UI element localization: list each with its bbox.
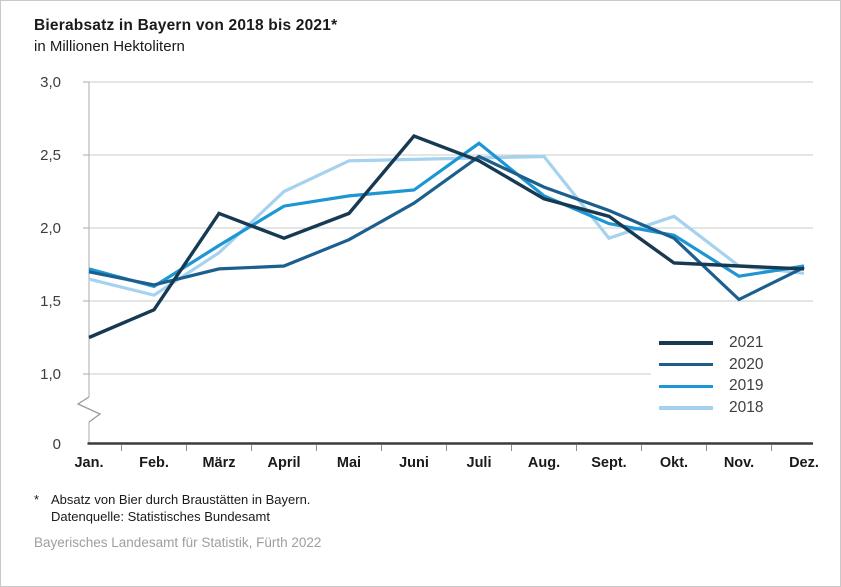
legend-label: 2019 (729, 377, 764, 395)
x-axis-label: Okt. (660, 455, 688, 471)
x-axis-label: Nov. (724, 455, 754, 471)
x-axis-label: Jan. (74, 455, 103, 471)
x-axis-label: Juli (467, 455, 492, 471)
x-axis-label: Juni (399, 455, 429, 471)
legend-item-2020: 2020 (651, 354, 813, 376)
legend-item-2019: 2019 (651, 376, 813, 398)
y-axis-label: 2,5 (40, 147, 61, 164)
legend-item-2018: 2018 (651, 397, 813, 419)
series-line-2021 (88, 133, 805, 340)
x-axis-label: Sept. (591, 455, 626, 471)
chart-legend: 2021 2020 2019 2018 (651, 332, 813, 420)
legend-swatch-icon (659, 362, 713, 367)
legend-swatch-icon (659, 384, 713, 389)
x-axis-label: April (267, 455, 300, 471)
chart-title: Bierabsatz in Bayern von 2018 bis 2021* (34, 17, 338, 34)
chart-header: Bierabsatz in Bayern von 2018 bis 2021* … (34, 17, 337, 55)
legend-item-2021: 2021 (651, 332, 813, 354)
x-axis-label: Feb. (139, 455, 169, 471)
y-axis-label: 1,0 (40, 366, 61, 383)
y-axis-label: 0 (53, 436, 61, 453)
footnote: * Absatz von Bier durch Braustätten in B… (34, 491, 310, 525)
footnote-line-2: Datenquelle: Statistisches Bundesamt (51, 509, 270, 524)
chart-subtitle: in Millionen Hektolitern (34, 38, 185, 55)
x-axis-label: Aug. (528, 455, 560, 471)
x-axis-label: März (202, 455, 235, 471)
x-axis-label: Dez. (789, 455, 819, 471)
series-line-2018 (88, 154, 805, 297)
legend-label: 2021 (729, 333, 764, 351)
y-axis-label: 1,5 (40, 293, 61, 310)
legend-swatch-icon (659, 341, 713, 345)
axis-break-icon (76, 396, 102, 423)
series-line-2020 (88, 154, 805, 302)
footnote-marker: * (34, 492, 40, 507)
legend-label: 2020 (729, 355, 764, 373)
y-axis-label: 3,0 (40, 74, 61, 91)
legend-swatch-icon (659, 406, 713, 411)
source-note: Bayerisches Landesamt für Statistik, Für… (34, 535, 322, 550)
legend-label: 2018 (729, 399, 764, 417)
y-axis-label: 2,0 (40, 220, 61, 237)
footnote-line-1: Absatz von Bier durch Braustätten in Bay… (51, 492, 311, 507)
x-axis-label: Mai (337, 455, 361, 471)
series-line-2019 (88, 141, 805, 289)
